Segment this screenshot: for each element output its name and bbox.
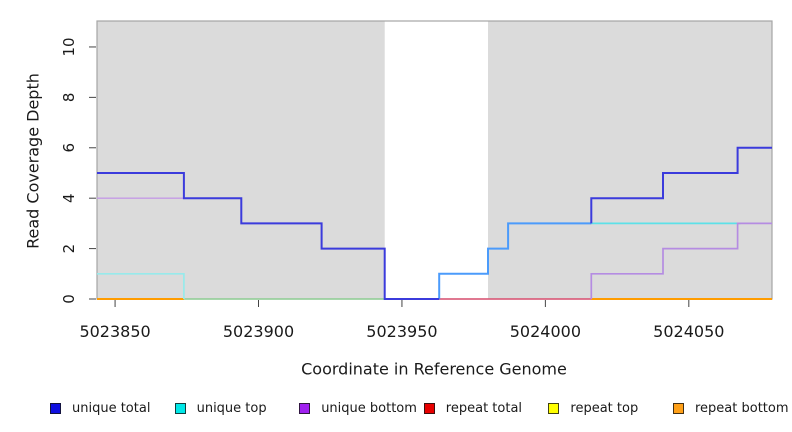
legend-label-repeat-bottom: repeat bottom <box>695 400 789 416</box>
coverage-plot-svg: 5023850 5023900 5023950 5024000 5024050 0 2 4 6 8… <box>60 20 773 341</box>
legend-item-repeat-bottom: repeat bottom <box>673 399 789 417</box>
y-tick-label: 6 <box>60 143 78 153</box>
unique-total-top-overlap-line <box>438 222 592 299</box>
x-tick-label: 5023950 <box>366 322 437 341</box>
legend-swatch-repeat-total <box>423 402 435 414</box>
legend-item-unique-total: unique total <box>50 399 150 417</box>
legend-item-repeat-top: repeat top <box>548 399 638 417</box>
no-coverage-gap <box>384 21 489 299</box>
legend-label-repeat-total: repeat total <box>445 400 523 416</box>
y-tick-label: 4 <box>60 193 78 203</box>
legend-swatch-repeat-top <box>548 402 560 414</box>
y-tick-label: 8 <box>60 93 78 103</box>
legend-item-unique-bottom: unique bottom <box>299 399 417 417</box>
legend-label-unique-top: unique top <box>196 400 267 416</box>
legend-label-unique-total: unique total <box>72 400 151 416</box>
legend-swatch-unique-bottom <box>299 402 311 414</box>
legend-swatch-repeat-bottom <box>673 402 684 414</box>
legend-swatch-unique-top <box>174 402 186 414</box>
legend-label-repeat-top: repeat top <box>570 400 639 416</box>
legend-label-unique-bottom: unique bottom <box>321 400 417 416</box>
unique-top-line-left <box>97 272 185 299</box>
x-tick-label: 5023900 <box>223 322 294 341</box>
legend-swatch-unique-total <box>50 402 61 414</box>
y-tick-label: 2 <box>60 244 78 254</box>
y-tick-label: 0 <box>60 294 78 304</box>
x-tick-label: 5024050 <box>653 322 724 341</box>
unique-total-line-left <box>97 172 440 300</box>
unique-bottom-line-right <box>590 222 772 299</box>
legend-item-repeat-total: repeat total <box>423 399 523 417</box>
y-tick-label: 10 <box>60 37 78 56</box>
legend-item-unique-top: unique top <box>174 399 267 417</box>
x-tick-label: 5024000 <box>510 322 581 341</box>
unique-total-line-right <box>590 146 772 224</box>
x-axis-title: Coordinate in Reference Genome <box>301 359 567 379</box>
x-tick-label: 5023850 <box>79 322 150 341</box>
legend: unique total unique top unique bottom repea… <box>0 399 792 419</box>
y-axis-title: Read Coverage Depth <box>23 73 43 249</box>
